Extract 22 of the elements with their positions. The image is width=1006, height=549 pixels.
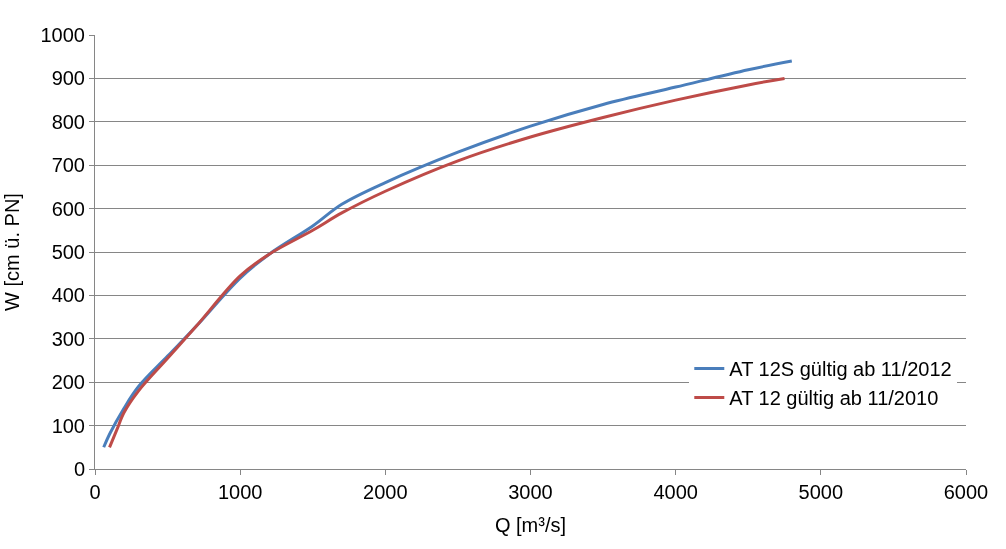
x-tick-label: 3000: [508, 481, 553, 503]
x-tick-label: 0: [89, 481, 101, 503]
y-tick-label: 400: [51, 284, 85, 307]
y-tick-label: 0: [73, 458, 85, 480]
y-tick-label: 500: [51, 241, 85, 263]
y-tick-label: 100: [51, 414, 85, 437]
legend-label: AT 12 gültig ab 11/2010: [729, 387, 939, 410]
x-tick-label: 6000: [943, 481, 989, 503]
x-tick-label: 2000: [363, 481, 408, 503]
y-tick-label: 700: [51, 154, 85, 177]
y-tick-label: 200: [51, 371, 85, 394]
y-tick-label: 1000: [40, 24, 85, 46]
y-tick-label: 600: [51, 197, 85, 220]
x-axis-title: Q [m³/s]: [494, 513, 567, 536]
legend-label: AT 12S gültig ab 11/2012: [729, 358, 952, 381]
y-axis-title: W [cm ü. PN]: [1, 193, 23, 311]
x-tick-label: 1000: [217, 481, 263, 503]
y-tick-label: 800: [51, 110, 85, 133]
x-tick-label: 5000: [798, 481, 844, 503]
y-tick-label: 900: [51, 67, 85, 90]
y-tick-label: 300: [51, 327, 85, 350]
x-tick-label: 4000: [653, 481, 698, 503]
